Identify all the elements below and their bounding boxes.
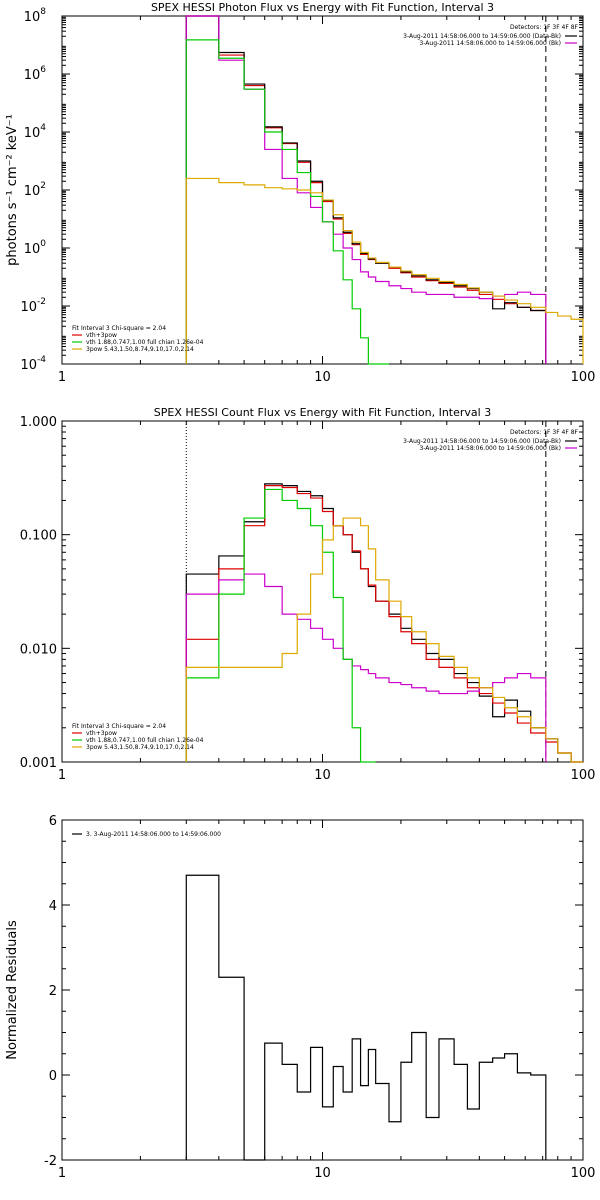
series-3-line — [185, 39, 389, 365]
x-tick-label: 10 — [314, 370, 331, 385]
x-tick-label: 1 — [58, 1166, 66, 1181]
legend-right-title: Detectors: 1F 3F 4F 8F — [510, 24, 579, 31]
y-tick-label: -2 — [44, 1154, 57, 1169]
y-tick-label: 0.001 — [20, 756, 57, 771]
legend-left-title: Fit Interval 3 Chi-square = 2.04 — [72, 325, 166, 332]
plot-frame — [61, 819, 584, 1161]
y-tick-label: 0 — [49, 1069, 57, 1084]
y-axis-label: photons s⁻¹ cm⁻² keV⁻¹ — [5, 114, 20, 266]
legend-left-label: 3pow 5.43,1.50,8.74,9.10,17.0,2.14 — [86, 744, 194, 751]
series-2-line — [185, 15, 547, 364]
series-3-line — [185, 488, 376, 763]
legend-left-label: vth+3pow — [86, 332, 117, 339]
y-tick-label: 2 — [49, 984, 57, 999]
series-0-line — [185, 874, 547, 1161]
legend-right-label: 3-Aug-2011 14:58:06.000 to 14:59:06.000 … — [403, 438, 561, 445]
series-2-line — [185, 573, 547, 762]
series-1-line — [185, 15, 547, 364]
chart-title: SPEX HESSI Count Flux vs Energy with Fit… — [154, 406, 491, 419]
y-tick-label: 4 — [49, 899, 57, 914]
x-tick-label: 10 — [314, 1166, 331, 1181]
series-4-line — [185, 517, 583, 763]
legend-left-label: 3. 3-Aug-2011 14:58:06.000 to 14:59:06.0… — [86, 831, 221, 838]
y-axis-label: Normalized Residuals — [5, 920, 20, 1060]
y-tick-label: 10-2 — [20, 297, 46, 315]
y-tick-label: 0.100 — [20, 529, 57, 544]
x-tick-label: 100 — [571, 370, 596, 385]
y-tick-label: 108 — [24, 7, 47, 25]
legend-left-label: vth 1.88,0.747,1.00 full chian 1.26e-04 — [86, 339, 204, 346]
y-tick-label: 6 — [49, 814, 57, 829]
y-tick-label: 0.010 — [20, 642, 57, 657]
x-tick-label: 100 — [571, 768, 596, 783]
y-tick-label: 10-4 — [20, 355, 46, 373]
legend-left-label: vth 1.88,0.747,1.00 full chian 1.26e-04 — [86, 737, 204, 744]
x-tick-label: 1 — [58, 370, 66, 385]
y-tick-label: 106 — [24, 65, 47, 83]
y-tick-label: 102 — [24, 181, 46, 199]
x-tick-label: 1 — [58, 768, 66, 783]
x-tick-label: 10 — [314, 768, 331, 783]
legend-right-label: 3-Aug-2011 14:58:06.000 to 14:59:06.000 … — [419, 445, 561, 452]
legend-left-label: 3pow 5.43,1.50,8.74,9.10,17.0,2.14 — [86, 346, 194, 353]
series-4-line — [185, 177, 584, 364]
series-1-line — [185, 485, 583, 763]
legend-right-title: Detectors: 1F 3F 4F 8F — [510, 429, 579, 436]
y-tick-label: 104 — [24, 123, 47, 141]
legend-left-label: vth+3pow — [86, 730, 117, 737]
legend-left-title: Fit Interval 3 Chi-square = 2.04 — [72, 723, 166, 730]
legend-right-label: 3-Aug-2011 14:58:06.000 to 14:59:06.000 … — [403, 33, 561, 40]
y-tick-label: 100 — [24, 239, 47, 257]
series-0-line — [185, 15, 547, 364]
y-tick-label: 1.000 — [20, 415, 57, 430]
legend-right-label: 3-Aug-2011 14:58:06.000 to 14:59:06.000 … — [419, 40, 561, 47]
chart-title: SPEX HESSI Photon Flux vs Energy with Fi… — [151, 1, 494, 14]
x-tick-label: 100 — [571, 1166, 596, 1181]
